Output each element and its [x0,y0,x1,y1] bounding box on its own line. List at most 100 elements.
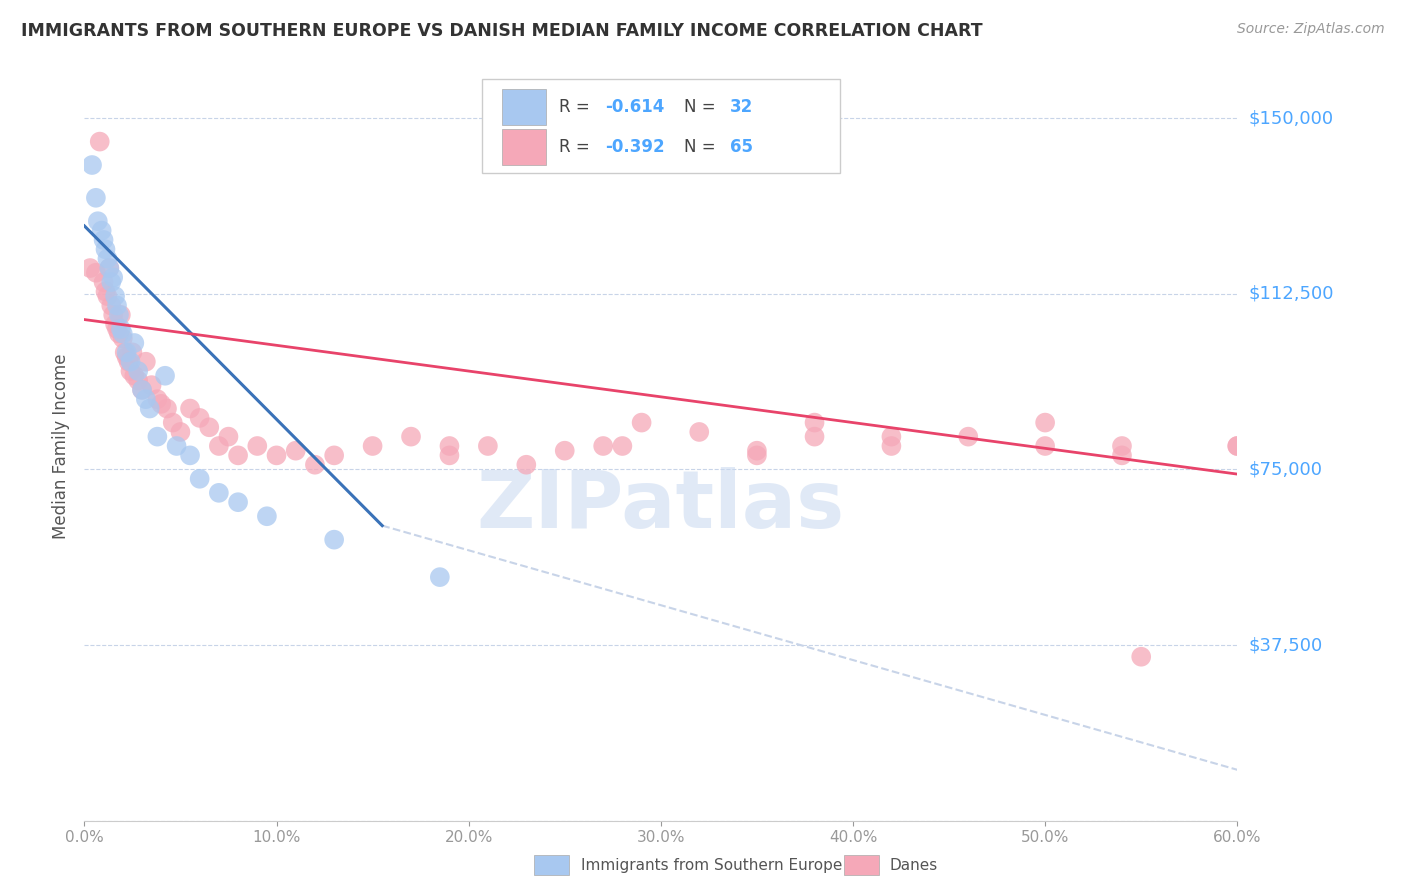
Point [124,336,146,351]
Point [630,416,652,430]
Point [93,233,115,247]
Point [138,401,160,416]
FancyBboxPatch shape [502,129,546,165]
Point [218,430,240,444]
Point [612,439,634,453]
Text: R =: R = [560,138,595,156]
Y-axis label: Median Family Income: Median Family Income [52,353,70,539]
Point [80,158,103,172]
Text: IMMIGRANTS FROM SOUTHERN EUROPE VS DANISH MEDIAN FAMILY INCOME CORRELATION CHART: IMMIGRANTS FROM SOUTHERN EUROPE VS DANIS… [21,22,983,40]
Point [1111,449,1133,463]
Point [323,533,346,547]
Point [114,345,136,359]
Point [121,345,143,359]
Point [131,383,153,397]
Point [208,439,231,453]
Point [166,439,188,453]
Point [111,326,134,341]
Point [188,411,211,425]
Text: N =: N = [683,98,721,116]
Point [93,275,115,289]
Point [304,458,326,472]
Text: $112,500: $112,500 [1249,285,1334,302]
Point [880,430,903,444]
Point [96,252,118,266]
Point [94,285,117,299]
Point [162,416,184,430]
Point [103,270,124,285]
Point [592,439,614,453]
Point [98,261,121,276]
Point [429,570,451,584]
Point [515,458,537,472]
Point [89,135,111,149]
Point [803,416,825,430]
Point [127,364,149,378]
Point [156,401,179,416]
Point [103,308,124,322]
Point [399,430,422,444]
Point [1226,439,1249,453]
Point [127,374,149,388]
Point [100,275,122,289]
Point [439,439,461,453]
Point [188,472,211,486]
Point [1111,439,1133,453]
Text: N =: N = [683,138,721,156]
Point [117,355,139,369]
Text: $75,000: $75,000 [1249,460,1323,478]
Point [141,378,163,392]
Point [84,191,107,205]
Point [256,509,278,524]
Point [179,449,201,463]
Text: R =: R = [560,98,595,116]
Point [150,397,173,411]
Point [115,350,138,364]
Point [98,261,121,276]
Point [554,443,576,458]
Point [477,439,499,453]
Point [108,326,131,341]
Point [104,289,127,303]
Point [284,443,307,458]
Point [84,266,107,280]
Point [266,449,288,463]
Point [323,449,346,463]
Text: 65: 65 [730,138,754,156]
Text: Source: ZipAtlas.com: Source: ZipAtlas.com [1237,22,1385,37]
Point [146,392,169,407]
Point [226,495,249,509]
Text: Immigrants from Southern Europe: Immigrants from Southern Europe [581,858,842,872]
Point [110,308,132,322]
Point [745,449,768,463]
Text: $37,500: $37,500 [1249,636,1323,654]
Point [208,485,231,500]
Text: Danes: Danes [890,858,938,872]
Point [105,298,128,313]
Point [957,430,980,444]
Point [105,322,128,336]
Point [745,443,768,458]
Point [135,355,157,369]
Point [226,449,249,463]
Point [90,223,112,237]
Point [169,425,191,439]
Point [146,430,169,444]
Point [104,318,127,332]
FancyBboxPatch shape [502,88,546,125]
Point [880,439,903,453]
Point [108,308,131,322]
Point [153,368,176,383]
Point [1226,439,1249,453]
FancyBboxPatch shape [482,78,839,172]
Point [1033,416,1056,430]
Point [94,243,117,257]
Point [803,430,825,444]
Point [111,331,134,345]
Point [115,345,138,359]
Point [120,364,142,378]
Point [124,368,146,383]
Point [688,425,710,439]
Text: 32: 32 [730,98,754,116]
Point [179,401,201,416]
